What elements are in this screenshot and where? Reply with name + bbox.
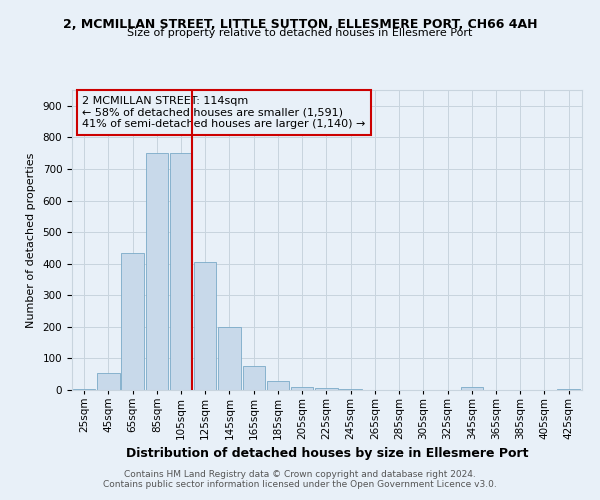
Bar (170, 153, 192, 390)
Text: Size of property relative to detached houses in Ellesmere Port: Size of property relative to detached ho… (127, 28, 473, 38)
Text: 2, MCMILLAN STREET, LITTLE SUTTON, ELLESMERE PORT, CH66 4AH: 2, MCMILLAN STREET, LITTLE SUTTON, ELLES… (63, 18, 537, 30)
X-axis label: Distribution of detached houses by size in Ellesmere Port: Distribution of detached houses by size … (126, 448, 528, 460)
Bar (121, 252, 144, 390)
Text: 2 MCMILLAN STREET: 114sqm
← 58% of detached houses are smaller (1,591)
41% of se: 2 MCMILLAN STREET: 114sqm ← 58% of detac… (82, 96, 365, 129)
Text: Contains HM Land Registry data © Crown copyright and database right 2024.: Contains HM Land Registry data © Crown c… (124, 470, 476, 479)
Y-axis label: Number of detached properties: Number of detached properties (26, 152, 36, 328)
Bar (242, 366, 265, 390)
Bar (194, 262, 217, 390)
Bar (73, 389, 95, 390)
Bar (97, 372, 119, 390)
Bar (267, 380, 289, 390)
Bar (291, 387, 313, 390)
Bar (315, 388, 338, 390)
Bar (146, 153, 168, 390)
Bar (218, 327, 241, 390)
Bar (557, 389, 580, 390)
Text: Contains public sector information licensed under the Open Government Licence v3: Contains public sector information licen… (103, 480, 497, 489)
Bar (461, 387, 483, 390)
